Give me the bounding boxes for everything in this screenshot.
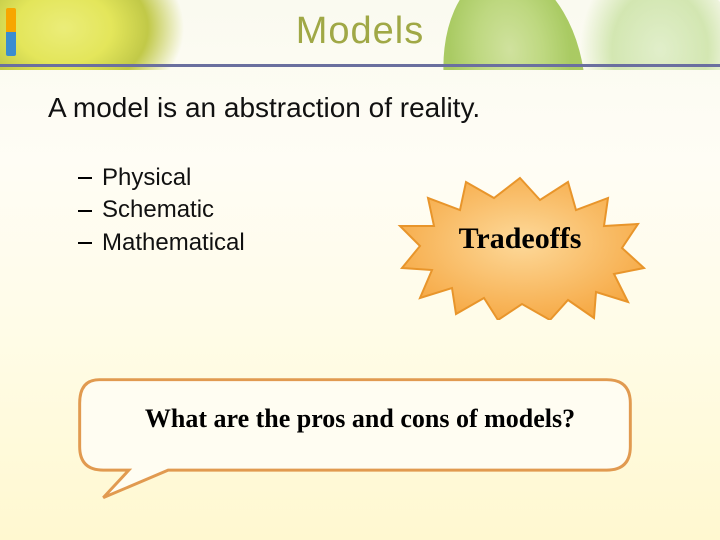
dash-icon: [78, 210, 92, 212]
dash-icon: [78, 177, 92, 179]
bullet-text: Mathematical: [102, 227, 245, 259]
bullet-text: Schematic: [102, 194, 214, 226]
slide-title: Models: [0, 10, 720, 53]
list-item: Mathematical: [78, 227, 245, 259]
starburst-callout: Tradeoffs: [390, 170, 650, 320]
speech-callout: What are the pros and cons of models?: [80, 380, 640, 470]
starburst-label: Tradeoffs: [390, 222, 650, 256]
dash-icon: [78, 242, 92, 244]
speech-text: What are the pros and cons of models?: [80, 404, 640, 434]
horizontal-rule: [0, 64, 720, 67]
bullet-list: Physical Schematic Mathematical: [78, 162, 245, 259]
list-item: Schematic: [78, 194, 245, 226]
bullet-text: Physical: [102, 162, 191, 194]
list-item: Physical: [78, 162, 245, 194]
slide-subtitle: A model is an abstraction of reality.: [48, 92, 480, 124]
